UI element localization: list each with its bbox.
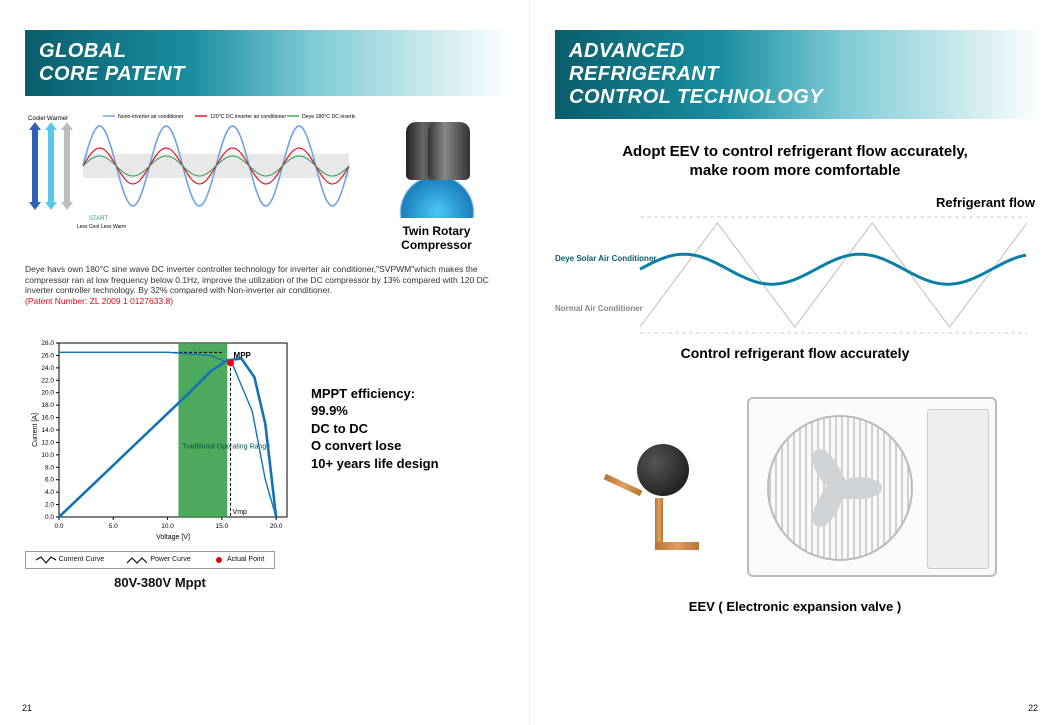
mppt-section: Traditional Operating Range 0.0 2.0 4.0 6.0 8…	[25, 335, 504, 590]
banner-right-line2: REFRIGERANT	[569, 63, 1021, 86]
compressor-icon	[382, 108, 492, 218]
eev-headline: Adopt EEV to control refrigerant flow ac…	[555, 143, 1035, 181]
svg-text:4.0: 4.0	[45, 489, 54, 496]
svg-text:Less Warm: Less Warm	[101, 224, 126, 230]
svg-text:24.0: 24.0	[41, 364, 54, 371]
outdoor-unit-icon	[747, 397, 997, 577]
svg-text:20.0: 20.0	[41, 389, 54, 396]
svg-text:MPP: MPP	[234, 350, 252, 359]
page-number-left: 21	[22, 703, 32, 713]
eev-caption: EEV ( Electronic expansion valve )	[555, 599, 1035, 614]
svg-text:6.0: 6.0	[45, 476, 54, 483]
svg-text:0.0: 0.0	[45, 514, 54, 521]
svg-text:Vmp: Vmp	[233, 509, 248, 516]
svg-text:20.0: 20.0	[270, 523, 283, 530]
eev-valve-icon	[593, 422, 723, 552]
svg-text:28.0: 28.0	[41, 340, 54, 347]
banner-left-line1: GLOBAL	[39, 40, 490, 63]
svg-text:Current [A]: Current [A]	[32, 413, 39, 447]
legend-current: Cunrent Curve	[36, 555, 105, 565]
svg-text:Warmer: Warmer	[47, 116, 68, 122]
sine-wave-section: CoolerWarmer START Less CoolLess Warm Nono-…	[25, 108, 504, 252]
page-number-right: 22	[1028, 703, 1038, 713]
mppt-spec-l5: 10+ years life design	[311, 455, 504, 473]
mppt-spec-l4: O convert lose	[311, 437, 504, 455]
svg-text:Nono-inverter air conditioner: Nono-inverter air conditioner	[118, 114, 184, 120]
eev-images	[555, 397, 1035, 577]
mppt-spec-l2: 99.9%	[311, 402, 504, 420]
sine-chart: CoolerWarmer START Less CoolLess Warm Nono-…	[25, 108, 363, 238]
page-left: GLOBAL CORE PATENT CoolerWarmer START Less…	[0, 0, 530, 725]
svg-text:Deye 180°C DC inverter air con: Deye 180°C DC inverter air conditioner	[302, 114, 355, 120]
svg-text:18.0: 18.0	[41, 402, 54, 409]
banner-right-line3: CONTROL TECHNOLOGY	[569, 86, 1021, 109]
flow-label-normal: Normal Air Conditioner	[555, 305, 643, 314]
mppt-spec-l1: MPPT efficiency:	[311, 385, 504, 403]
svg-text:Cooler: Cooler	[28, 116, 46, 122]
legend-actual: Actual Point	[214, 555, 264, 565]
svg-text:8.0: 8.0	[45, 464, 54, 471]
fan-grille-icon	[767, 415, 913, 561]
svg-text:Voltage [V]: Voltage [V]	[156, 534, 190, 541]
svg-text:14.0: 14.0	[41, 427, 54, 434]
svg-text:120°C DC inverter air conditio: 120°C DC inverter air conditioner	[210, 114, 286, 120]
banner-left: GLOBAL CORE PATENT	[25, 30, 504, 96]
flow-caption: Control refrigerant flow accurately	[555, 345, 1035, 361]
compressor-caption: Twin Rotary Compressor	[369, 224, 504, 252]
svg-text:16.0: 16.0	[41, 414, 54, 421]
flow-label-right: Refrigerant flow	[936, 195, 1035, 210]
svg-text:2.0: 2.0	[45, 501, 54, 508]
compressor-figure: Twin Rotary Compressor	[369, 108, 504, 252]
eev-headline-l1: Adopt EEV to control refrigerant flow ac…	[555, 143, 1035, 162]
svg-text:Traditional Operating Range: Traditional Operating Range	[182, 443, 270, 450]
svg-text:0.0: 0.0	[54, 523, 63, 530]
svg-text:12.0: 12.0	[41, 439, 54, 446]
patent-text: Deye havs own 180°C sine wave DC inverte…	[25, 264, 489, 295]
refrigerant-flow-chart: Refrigerant flow Deye Solar Air Conditio…	[555, 195, 1035, 345]
page-right: ADVANCED REFRIGERANT CONTROL TECHNOLOGY …	[530, 0, 1060, 725]
banner-right-line1: ADVANCED	[569, 40, 1021, 63]
mppt-spec: MPPT efficiency: 99.9% DC to DC O conver…	[311, 335, 504, 590]
banner-right: ADVANCED REFRIGERANT CONTROL TECHNOLOGY	[555, 30, 1035, 119]
mppt-chart: Traditional Operating Range 0.0 2.0 4.0 6.0 8…	[25, 335, 295, 590]
eev-headline-l2: make room more comfortable	[555, 162, 1035, 181]
svg-text:26.0: 26.0	[41, 352, 54, 359]
svg-text:15.0: 15.0	[216, 523, 229, 530]
mppt-legend: Cunrent Curve Power Curve Actual Point	[25, 551, 275, 569]
legend-power: Power Curve	[127, 555, 190, 565]
flow-label-deye: Deye Solar Air Conditioner	[555, 255, 657, 264]
svg-text:START: START	[89, 216, 108, 222]
patent-paragraph: Deye havs own 180°C sine wave DC inverte…	[25, 264, 504, 307]
svg-text:10.0: 10.0	[41, 451, 54, 458]
svg-text:22.0: 22.0	[41, 377, 54, 384]
svg-text:5.0: 5.0	[109, 523, 118, 530]
svg-text:10.0: 10.0	[161, 523, 174, 530]
mppt-caption: 80V-380V Mppt	[25, 575, 295, 590]
banner-left-line2: CORE PATENT	[39, 63, 490, 86]
mppt-spec-l3: DC to DC	[311, 420, 504, 438]
patent-number: (Patent Number: ZL 2009 1 0127633.8)	[25, 296, 173, 306]
svg-text:Less Cool: Less Cool	[77, 224, 99, 230]
